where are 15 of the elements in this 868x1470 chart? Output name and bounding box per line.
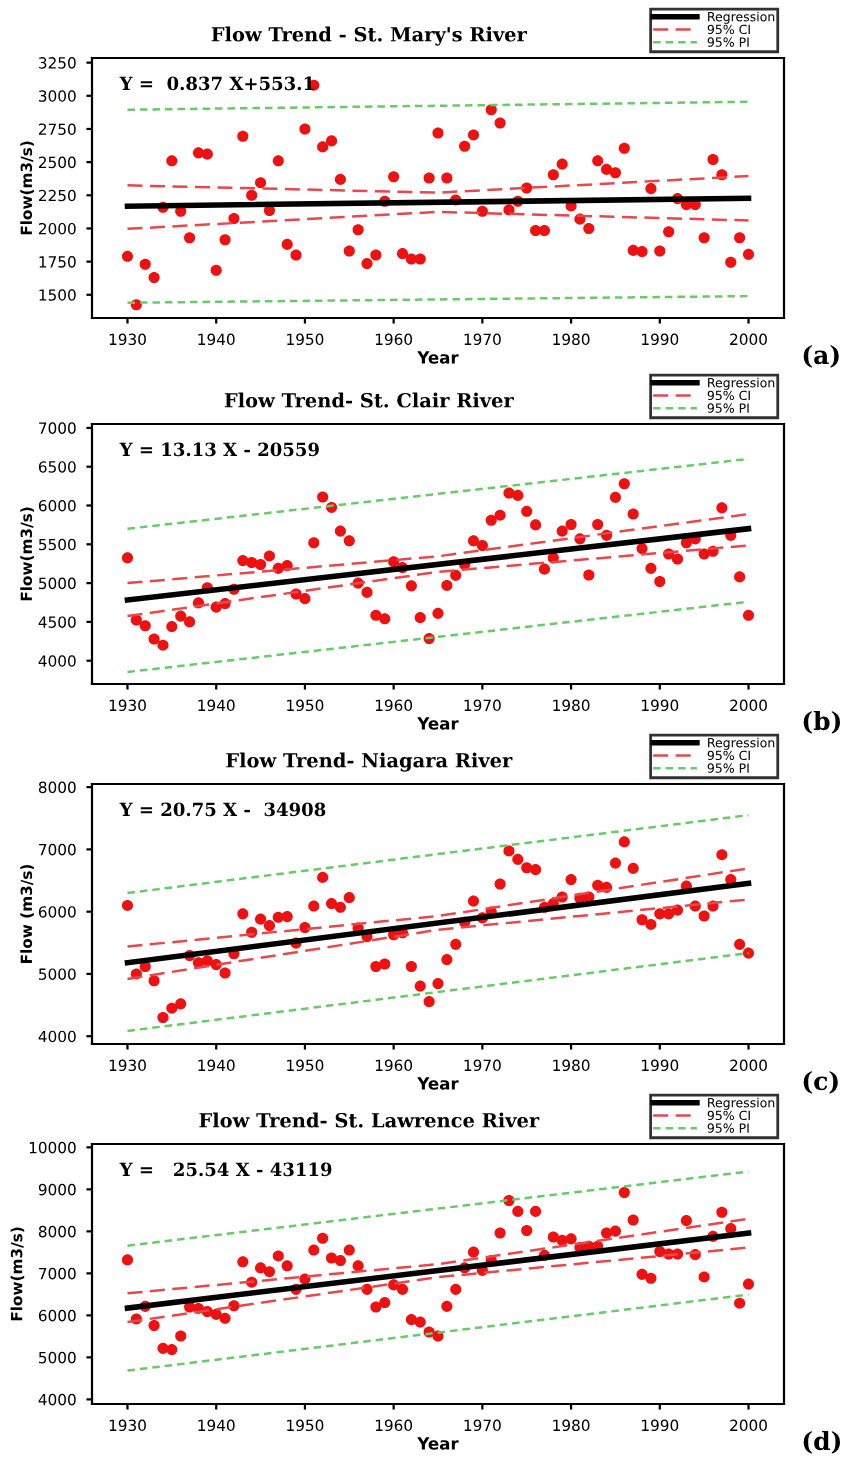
chart-title: Flow Trend- Niagara River — [226, 752, 513, 772]
text: (d) — [803, 1430, 841, 1454]
text: (a) — [803, 344, 839, 368]
annotation: Y = 13.13 X - 20559 — [119, 442, 319, 457]
chart-title: Flow Trend - St. Mary's River — [211, 26, 528, 46]
annotation: Y = 25.54 X - 43119 — [119, 1162, 332, 1177]
text: (b) — [803, 710, 841, 734]
x-axis-title: Year — [417, 1437, 459, 1450]
annotation: Y = 20.75 X - 34908 — [119, 802, 326, 817]
chart-title: Flow Trend- St. Clair River — [224, 392, 514, 408]
text: (c) — [803, 1070, 838, 1094]
x-axis-title: Year — [417, 1077, 459, 1090]
x-axis-title: Year — [417, 351, 459, 364]
x-axis-title: Year — [417, 717, 459, 730]
chart-title: Flow Trend- St. Lawrence River — [199, 1112, 540, 1128]
